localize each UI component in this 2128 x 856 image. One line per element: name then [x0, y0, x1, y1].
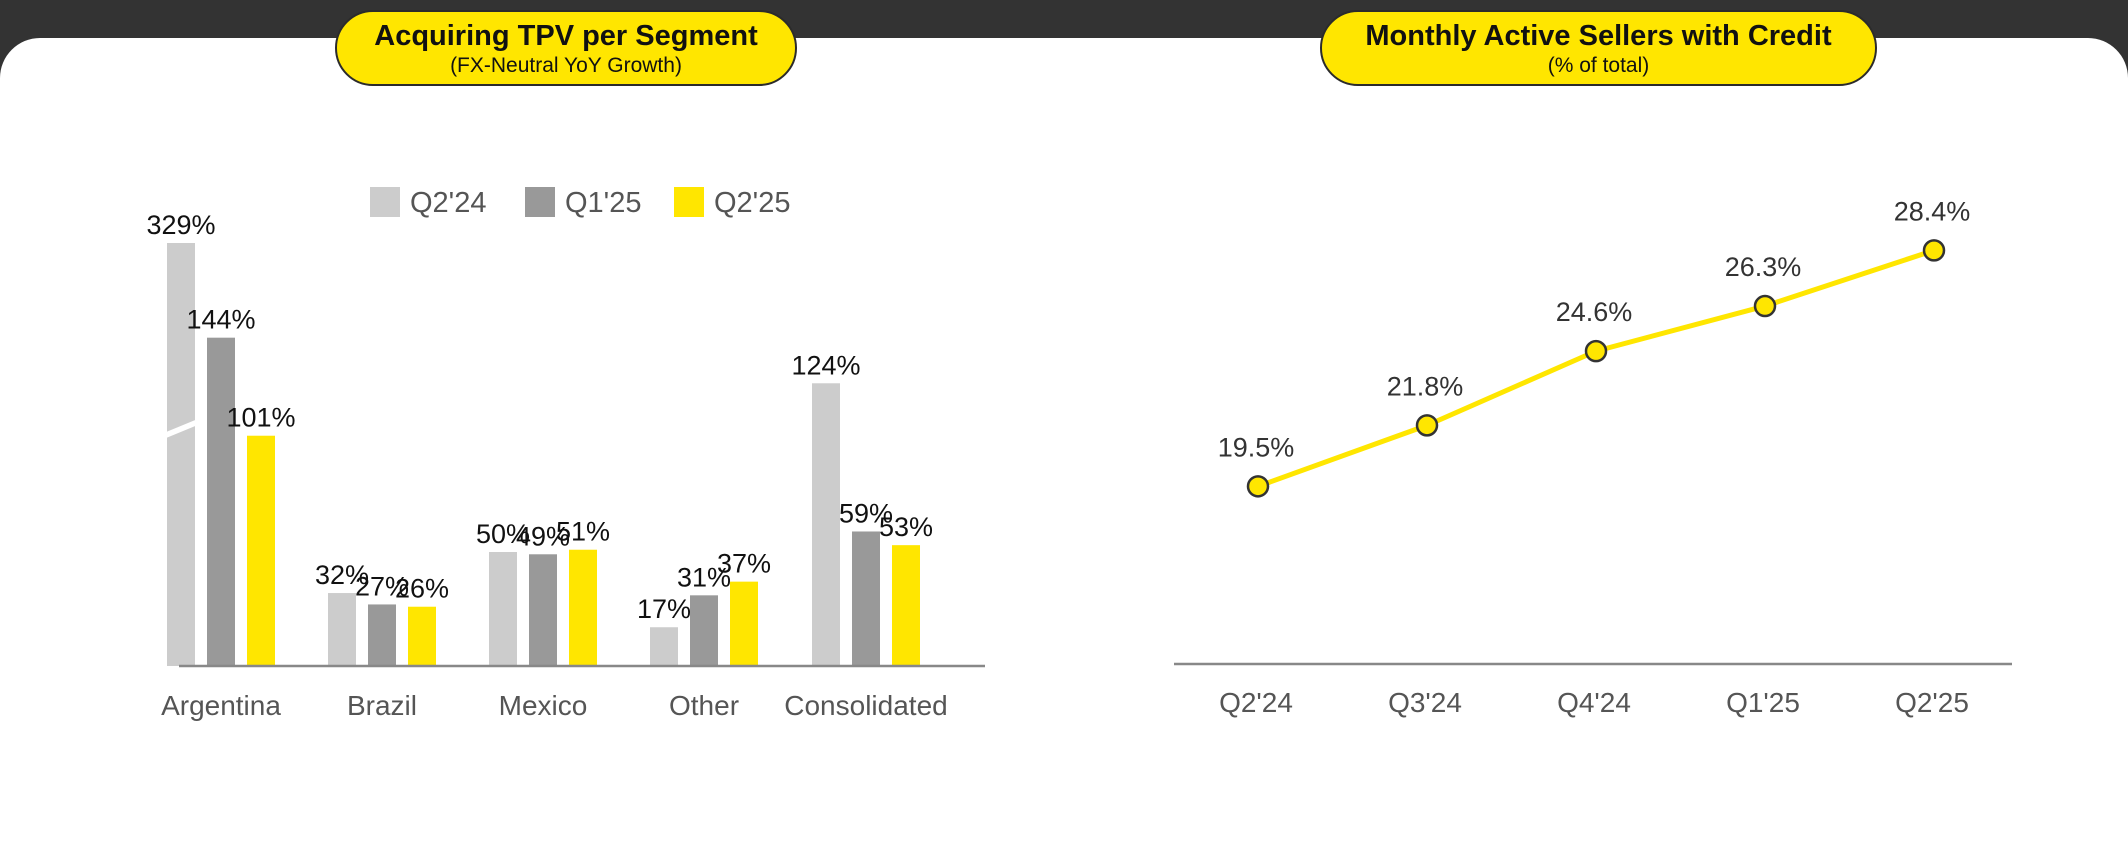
bar-value-label: 51%	[556, 517, 610, 547]
legend-label-q2-24: Q2'24	[410, 187, 486, 219]
bar-value-label: 59%	[839, 498, 893, 528]
line-chart-title: Monthly Active Sellers with Credit	[1365, 20, 1832, 52]
bar-brazil-q1-25	[368, 604, 396, 666]
bar-argentina-q2-25	[247, 435, 275, 666]
category-label-consolidated: Consolidated	[784, 690, 947, 721]
category-label-brazil: Brazil	[347, 690, 417, 721]
bar-value-label: 329%	[146, 210, 215, 240]
bar-chart-title-pill: Acquiring TPV per Segment (FX-Neutral Yo…	[335, 10, 797, 86]
bar-consolidated-q2-25	[892, 545, 920, 666]
bar-value-label: 27%	[355, 571, 409, 601]
bar-chart-subtitle: (FX-Neutral YoY Growth)	[450, 54, 682, 77]
bar-value-label: 124%	[791, 350, 860, 380]
line-chart-subtitle: (% of total)	[1547, 54, 1650, 77]
line-chart-title-pill: Monthly Active Sellers with Credit (% of…	[1320, 10, 1877, 86]
bar-mexico-q1-25	[529, 554, 557, 666]
bar-value-label: 31%	[677, 562, 731, 592]
category-label-argentina: Argentina	[161, 690, 281, 721]
bar-brazil-q2-25	[408, 606, 436, 666]
bar-brazil-q2-24	[328, 593, 356, 666]
bar-consolidated-q1-25	[852, 531, 880, 666]
bar-mexico-q2-24	[489, 552, 517, 666]
bar-consolidated-q2-24	[812, 383, 840, 666]
bar-value-label: 101%	[226, 403, 295, 433]
bar-value-label: 32%	[315, 560, 369, 590]
bar-value-label: 50%	[476, 519, 530, 549]
legend-label-q2-25: Q2'25	[714, 187, 790, 219]
bar-argentina-q2-24	[167, 243, 195, 666]
bar-value-label: 53%	[879, 512, 933, 542]
bar-mexico-q2-25	[569, 549, 597, 666]
bar-value-label: 26%	[395, 574, 449, 604]
axis-break-mark	[164, 418, 198, 439]
bar-other-q2-24	[650, 627, 678, 666]
legend-swatch-q2-24	[370, 187, 400, 217]
category-label-other: Other	[669, 690, 739, 721]
bar-value-label: 49%	[516, 521, 570, 551]
bar-argentina-q1-25	[207, 337, 235, 666]
acquiring-tpv-bar-chart: Q2'24 Q1'25 Q2'25329%144%101%Argentina32%2…	[146, 187, 985, 721]
legend-label-q1-25: Q1'25	[565, 187, 641, 219]
bar-other-q1-25	[690, 595, 718, 666]
bar-chart-title: Acquiring TPV per Segment	[374, 20, 758, 52]
legend-swatch-q1-25	[525, 187, 555, 217]
bar-value-label: 17%	[637, 594, 691, 624]
category-label-mexico: Mexico	[499, 690, 588, 721]
bar-other-q2-25	[730, 581, 758, 666]
bar-value-label: 37%	[717, 549, 771, 579]
bar-value-label: 144%	[186, 305, 255, 335]
legend-swatch-q2-25	[674, 187, 704, 217]
